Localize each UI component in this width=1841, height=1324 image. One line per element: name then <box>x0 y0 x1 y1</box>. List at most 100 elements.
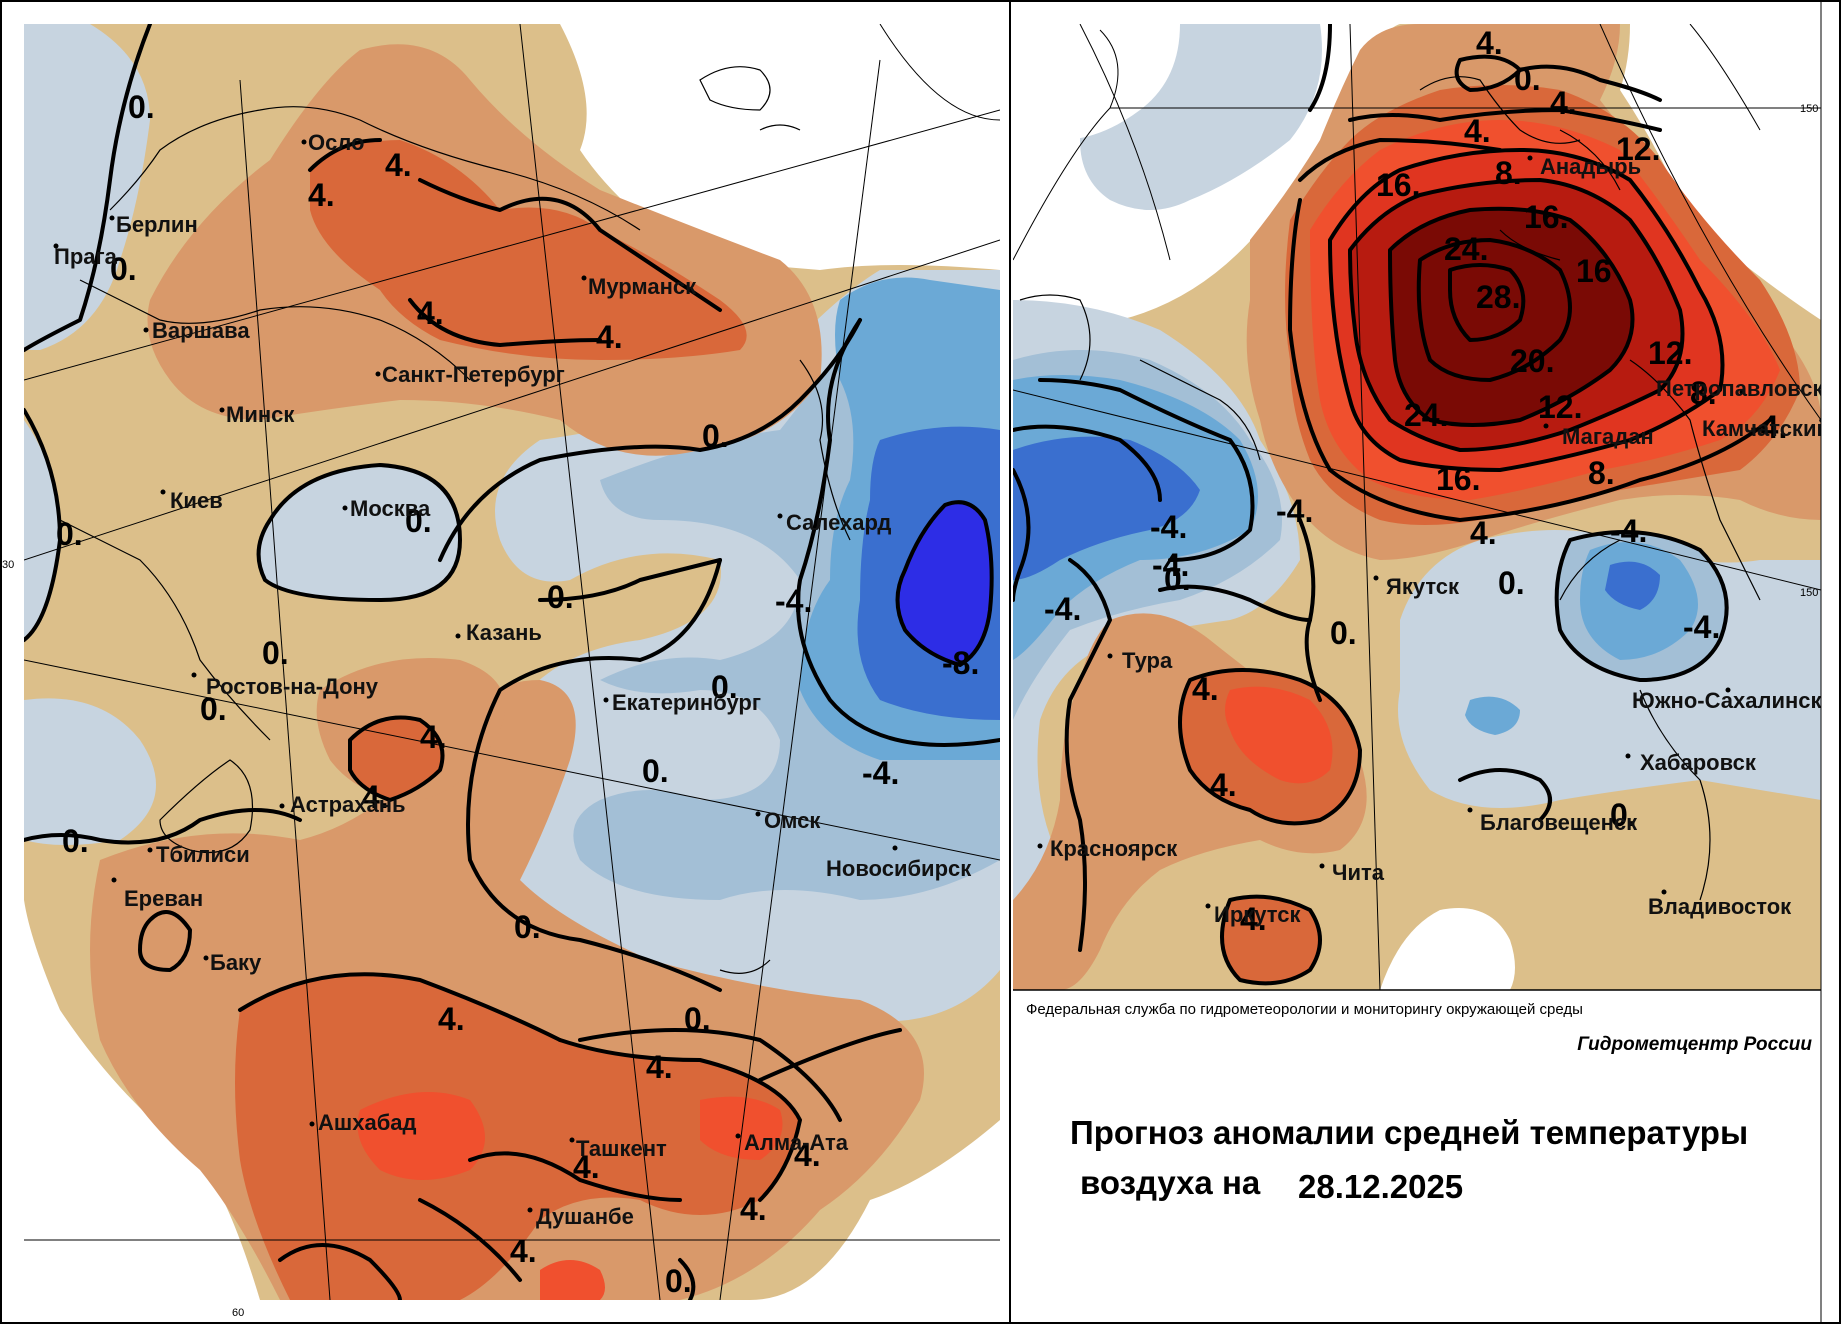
svg-text:Астрахань: Астрахань <box>290 792 406 817</box>
city-vladivostok: Владивосток <box>1648 889 1792 919</box>
contour-label: -4. <box>1610 513 1647 549</box>
grid-label-lon60-outer: 60 <box>232 1307 244 1319</box>
svg-text:Екатеринбург: Екатеринбург <box>612 690 761 715</box>
east-map: 4. 0. 4. 4. 8. 12. 16. 16. 24. 28. 16 12… <box>1013 24 1825 990</box>
contour-label: 16. <box>1376 167 1420 203</box>
east-polar-white2 <box>1680 24 1821 210</box>
svg-text:Хабаровск: Хабаровск <box>1640 750 1757 775</box>
grid-label-lat30-outer: 30 <box>2 559 14 571</box>
contour-label: 0. <box>110 251 137 287</box>
west-contour-labels: 0. 4. 4. 0. 4. 4. 0. 0. 0. -4. 0. 0. -8.… <box>56 89 979 1299</box>
contour-label: 4. <box>596 319 623 355</box>
contour-label: 8. <box>1495 155 1522 191</box>
svg-text:Ростов-на-Дону: Ростов-на-Дону <box>206 674 379 699</box>
svg-text:Омск: Омск <box>764 808 821 833</box>
contour-label: 4. <box>1550 85 1577 121</box>
contour-label: 0. <box>711 669 738 705</box>
contour-label: 16 <box>1576 253 1612 289</box>
city-salekhard: Салехард <box>777 510 891 535</box>
contour-label: -4. <box>862 755 899 791</box>
city-omsk: Омск <box>755 808 821 833</box>
svg-text:Казань: Казань <box>466 620 542 645</box>
grid-label-lon150: 150 <box>1800 587 1818 599</box>
svg-text:Берлин: Берлин <box>116 212 198 237</box>
svg-text:Петропавловск: Петропавловск <box>1656 376 1825 401</box>
city-warsaw: Варшава <box>143 318 250 343</box>
forecast-date: 28.12.2025 <box>1298 1168 1463 1205</box>
svg-text:Мурманск: Мурманск <box>588 274 697 299</box>
city-petropavlovsk: Петропавловск <box>1656 376 1825 401</box>
svg-text:Москва: Москва <box>350 496 431 521</box>
svg-text:Прага: Прага <box>54 244 118 269</box>
east-warm4-irkutsk <box>1222 896 1320 984</box>
city-ashgabat: Ашхабад <box>309 1110 417 1135</box>
west-map: 0. 4. 4. 0. 4. 4. 0. 0. 0. -4. 0. 0. -8.… <box>24 24 1000 1300</box>
svg-text:Ашхабад: Ашхабад <box>318 1110 417 1135</box>
west-isolines <box>24 24 1000 1300</box>
svg-text:Тбилиси: Тбилиси <box>156 842 250 867</box>
city-blagoveshchensk: Благовещенск <box>1467 807 1638 835</box>
west-cold-moscow <box>258 465 460 600</box>
city-saint-petersburg: Санкт-Петербург <box>375 362 565 387</box>
city-kazan: Казань <box>455 620 542 645</box>
contour-label: 4. <box>1464 113 1491 149</box>
contour-label: -4. <box>1152 547 1189 583</box>
west-cold8-area <box>897 502 992 665</box>
contour-label: 4. <box>417 295 444 331</box>
contour-label: 4. <box>573 1149 600 1185</box>
west-coastlines <box>59 66 851 974</box>
contour-label: 4. <box>438 1001 465 1037</box>
svg-text:Баку: Баку <box>210 950 262 975</box>
east-south-white <box>1380 908 1515 990</box>
svg-text:Владивосток: Владивосток <box>1648 894 1792 919</box>
contour-label: 16. <box>1524 199 1568 235</box>
contour-label: 12. <box>1648 335 1692 371</box>
contour-label: 28. <box>1476 279 1520 315</box>
city-irkutsk: Иркутск <box>1205 902 1301 927</box>
east-coastlines <box>1019 76 1761 901</box>
contour-label: 12. <box>1616 131 1660 167</box>
city-chita: Чита <box>1319 860 1385 885</box>
contour-label: 4. <box>308 177 335 213</box>
grid-label-lat150: 150 <box>1800 103 1818 115</box>
contour-label: 0. <box>1164 561 1191 597</box>
city-kiev: Киев <box>160 488 223 513</box>
contour-label: -4. <box>1683 609 1720 645</box>
contour-label: -4. <box>775 583 812 619</box>
contour-label: 24. <box>1404 397 1448 433</box>
info-panel: Федеральная служба по гидрометеорологии … <box>1014 992 1820 1322</box>
west-cities: Осло Берлин Прага Варшава Мурманск Санкт… <box>53 130 972 1229</box>
contour-label: 4. <box>646 1049 673 1085</box>
contour-label: -4. <box>1150 509 1187 545</box>
contour-label: 0. <box>665 1263 692 1299</box>
contour-label: 4. <box>1210 767 1237 803</box>
city-yakutsk: Якутск <box>1373 574 1460 599</box>
city-kamchatsky: Камчатский <box>1702 416 1821 441</box>
center-name: Гидрометцентр России <box>1577 1034 1812 1055</box>
west-grid <box>24 24 1000 1300</box>
city-tbilisi: Тбилиси <box>147 842 250 867</box>
city-baku: Баку <box>203 950 262 975</box>
contour-label: -8. <box>942 645 979 681</box>
svg-text:Магадан: Магадан <box>1562 424 1654 449</box>
city-yuzhno-sakhalinsk: Южно-Сахалинск <box>1632 687 1821 713</box>
contour-label: 4. <box>385 147 412 183</box>
svg-text:Якутск: Якутск <box>1386 574 1460 599</box>
contour-label: 4. <box>510 1233 537 1269</box>
contour-label: 0. <box>702 418 729 454</box>
contour-label: 24. <box>1444 231 1488 267</box>
svg-text:Киев: Киев <box>170 488 223 513</box>
contour-label: 4. <box>1192 671 1219 707</box>
contour-label: 0. <box>128 89 155 125</box>
city-tura: Тура <box>1107 648 1173 673</box>
svg-text:Благовещенск: Благовещенск <box>1480 810 1638 835</box>
east-grid <box>1013 24 1821 990</box>
contour-label: 0. <box>684 1001 711 1037</box>
svg-text:Чита: Чита <box>1332 860 1385 885</box>
svg-text:Минск: Минск <box>226 402 295 427</box>
west-cold-west3 <box>24 698 156 845</box>
city-moscow: Москва <box>342 496 431 521</box>
svg-text:Осло: Осло <box>308 130 364 155</box>
contour-label: 0. <box>514 909 541 945</box>
